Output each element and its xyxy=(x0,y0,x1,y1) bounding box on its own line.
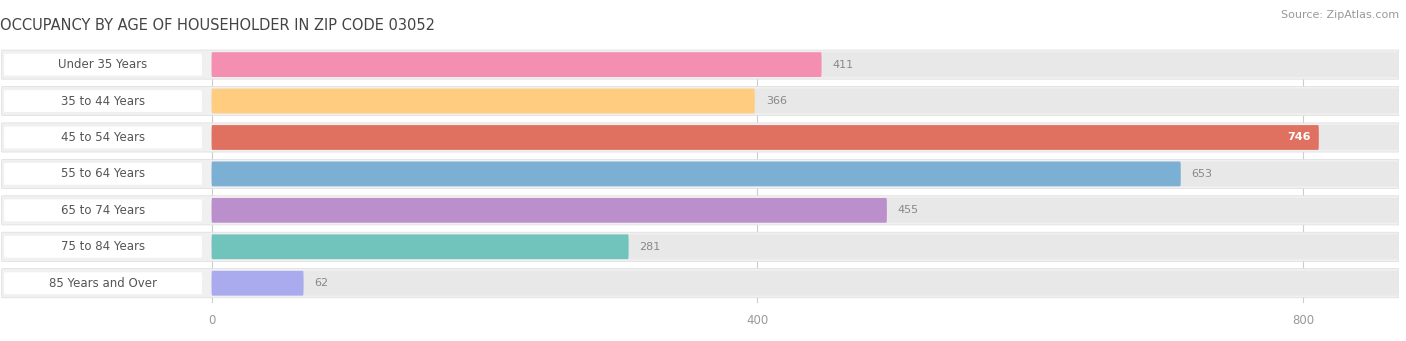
FancyBboxPatch shape xyxy=(4,236,202,258)
Text: 746: 746 xyxy=(1286,132,1310,143)
Text: 62: 62 xyxy=(315,278,329,288)
FancyBboxPatch shape xyxy=(4,54,202,76)
FancyBboxPatch shape xyxy=(1,232,1399,261)
FancyBboxPatch shape xyxy=(211,198,887,223)
Text: OCCUPANCY BY AGE OF HOUSEHOLDER IN ZIP CODE 03052: OCCUPANCY BY AGE OF HOUSEHOLDER IN ZIP C… xyxy=(0,18,434,33)
FancyBboxPatch shape xyxy=(1,269,1399,298)
Text: 75 to 84 Years: 75 to 84 Years xyxy=(60,240,145,253)
FancyBboxPatch shape xyxy=(211,271,304,296)
Text: 366: 366 xyxy=(766,96,787,106)
FancyBboxPatch shape xyxy=(211,234,628,259)
FancyBboxPatch shape xyxy=(1,87,1399,116)
FancyBboxPatch shape xyxy=(4,272,202,294)
Text: Source: ZipAtlas.com: Source: ZipAtlas.com xyxy=(1281,10,1399,20)
Text: 45 to 54 Years: 45 to 54 Years xyxy=(60,131,145,144)
FancyBboxPatch shape xyxy=(1,123,1399,152)
FancyBboxPatch shape xyxy=(4,127,202,148)
FancyBboxPatch shape xyxy=(211,271,1399,296)
Text: 411: 411 xyxy=(832,60,853,70)
Text: 281: 281 xyxy=(640,242,661,252)
Text: 653: 653 xyxy=(1192,169,1213,179)
FancyBboxPatch shape xyxy=(4,199,202,221)
FancyBboxPatch shape xyxy=(211,162,1399,186)
FancyBboxPatch shape xyxy=(211,52,821,77)
Text: 455: 455 xyxy=(898,205,920,216)
Text: 65 to 74 Years: 65 to 74 Years xyxy=(60,204,145,217)
Text: 35 to 44 Years: 35 to 44 Years xyxy=(60,94,145,107)
FancyBboxPatch shape xyxy=(4,163,202,185)
Text: 55 to 64 Years: 55 to 64 Years xyxy=(60,167,145,180)
FancyBboxPatch shape xyxy=(211,198,1399,223)
FancyBboxPatch shape xyxy=(1,159,1399,189)
FancyBboxPatch shape xyxy=(1,50,1399,79)
FancyBboxPatch shape xyxy=(211,125,1399,150)
FancyBboxPatch shape xyxy=(211,52,1399,77)
Text: Under 35 Years: Under 35 Years xyxy=(59,58,148,71)
FancyBboxPatch shape xyxy=(211,89,755,114)
FancyBboxPatch shape xyxy=(4,90,202,112)
Text: 85 Years and Over: 85 Years and Over xyxy=(49,277,157,290)
FancyBboxPatch shape xyxy=(211,234,1399,259)
FancyBboxPatch shape xyxy=(211,125,1319,150)
FancyBboxPatch shape xyxy=(211,162,1181,186)
FancyBboxPatch shape xyxy=(211,89,1399,114)
FancyBboxPatch shape xyxy=(1,196,1399,225)
